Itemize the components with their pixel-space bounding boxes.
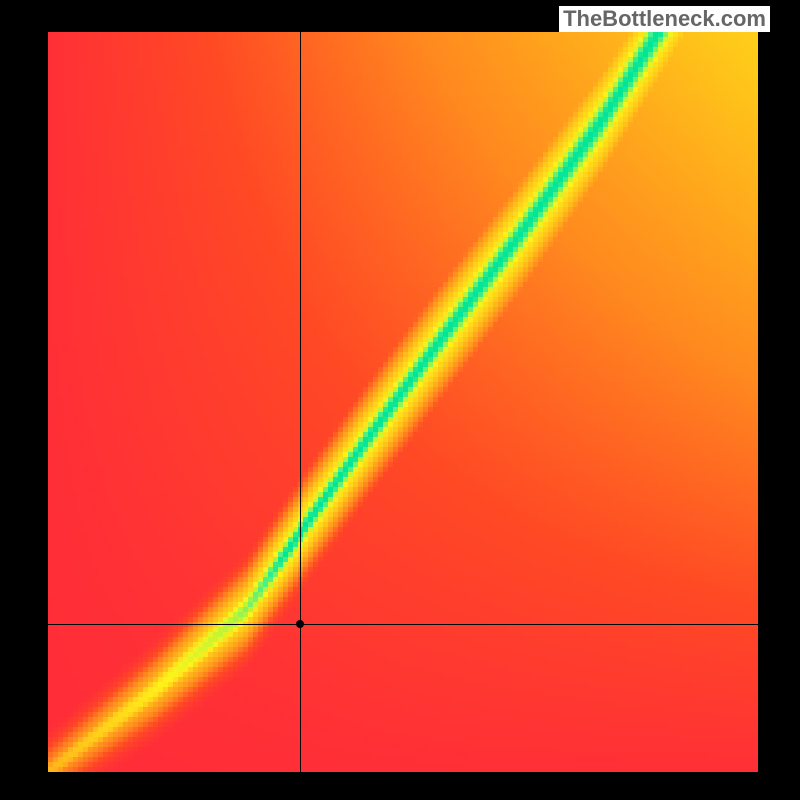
crosshair-horizontal: [48, 624, 758, 625]
crosshair-marker[interactable]: [296, 620, 304, 628]
watermark-label: TheBottleneck.com: [559, 6, 770, 32]
chart-container: TheBottleneck.com: [0, 0, 800, 800]
crosshair-vertical: [300, 32, 301, 772]
heatmap-canvas: [48, 32, 758, 772]
